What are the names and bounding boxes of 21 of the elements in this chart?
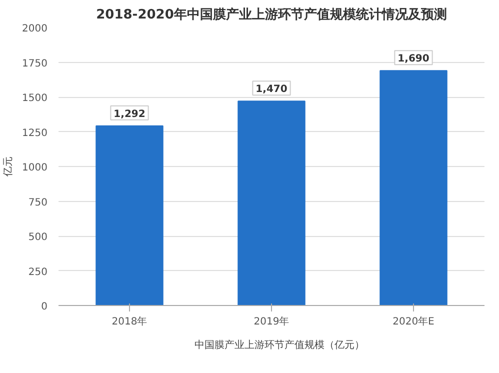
x-tick-label: 2018年 <box>112 316 148 328</box>
chart-title: 2018-2020年中国膜产业上游环节产值规模统计情况及预测 <box>96 6 447 22</box>
y-tick-label: 1500 <box>22 93 48 104</box>
bar <box>238 100 306 306</box>
text: 1,690 <box>398 54 430 65</box>
text: 中国膜产业上游环节产值规模（亿元） <box>194 338 364 352</box>
x-tick-label: 2020年E <box>392 316 434 328</box>
bar <box>96 125 164 306</box>
y-tick-label: 1000 <box>22 162 48 174</box>
y-tick-label: 250 <box>28 266 48 278</box>
text: 1,470 <box>256 84 288 96</box>
y-tick-label: 750 <box>28 197 48 208</box>
y-tick-label: 1250 <box>22 128 48 139</box>
text: 1,292 <box>114 108 146 120</box>
bar <box>380 70 448 306</box>
y-tick-label: 1750 <box>22 58 48 70</box>
y-tick-label: 0 <box>41 302 48 312</box>
y-axis-title: 亿元 <box>3 156 14 178</box>
y-tick-label: 2000 <box>22 24 48 34</box>
y-tick-label: 500 <box>28 232 48 243</box>
x-tick-label: 2019年 <box>254 316 290 328</box>
